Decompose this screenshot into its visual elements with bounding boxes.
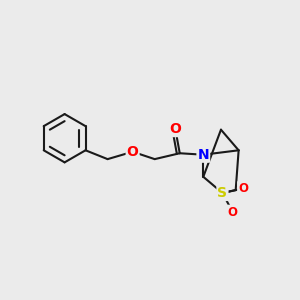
Text: O: O [238, 182, 248, 195]
Text: O: O [127, 145, 139, 159]
Text: O: O [228, 206, 238, 219]
Text: N: N [197, 148, 209, 162]
Text: S: S [218, 186, 227, 200]
Text: O: O [169, 122, 181, 136]
